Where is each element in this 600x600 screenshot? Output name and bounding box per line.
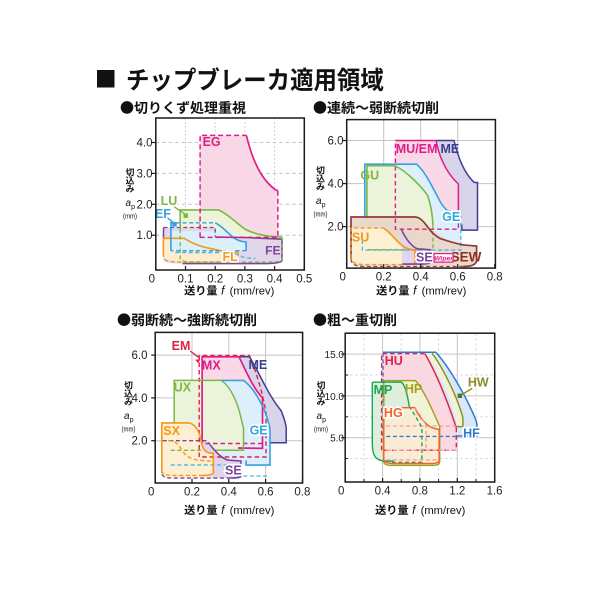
svg-text:(mm/rev): (mm/rev): [422, 286, 467, 298]
svg-text:f: f: [412, 503, 417, 517]
svg-text:0.3: 0.3: [237, 274, 253, 286]
svg-text:4.0: 4.0: [132, 393, 148, 405]
svg-text:0.2: 0.2: [376, 272, 392, 284]
svg-text:f: f: [221, 284, 226, 298]
svg-text:SEW: SEW: [451, 250, 482, 265]
svg-text:0.4: 0.4: [221, 487, 238, 499]
svg-text:0: 0: [148, 487, 154, 499]
svg-text:10.0: 10.0: [325, 392, 345, 403]
svg-text:0.4: 0.4: [413, 272, 430, 284]
svg-text:EM: EM: [172, 339, 191, 353]
svg-text:(mm): (mm): [314, 211, 328, 219]
svg-text:Wiper: Wiper: [434, 255, 453, 262]
svg-text:MX: MX: [202, 359, 221, 373]
svg-text:0.4: 0.4: [375, 486, 392, 498]
svg-text:UX: UX: [174, 381, 192, 395]
svg-text:(mm/rev): (mm/rev): [230, 505, 275, 517]
svg-text:6.0: 6.0: [328, 136, 344, 148]
svg-text:1.2: 1.2: [449, 486, 465, 498]
svg-text:ap: ap: [124, 411, 134, 424]
svg-text:0.5: 0.5: [296, 274, 312, 286]
svg-text:f: f: [413, 284, 418, 298]
svg-text:(mm/rev): (mm/rev): [230, 286, 275, 298]
svg-text:ME: ME: [441, 142, 460, 156]
svg-text:0: 0: [339, 272, 345, 284]
svg-text:LU: LU: [161, 194, 178, 208]
svg-text:0.8: 0.8: [487, 272, 503, 284]
svg-text:GU: GU: [360, 168, 379, 182]
svg-text:0.2: 0.2: [184, 487, 200, 499]
svg-text:ap: ap: [126, 198, 136, 211]
svg-text:EF: EF: [155, 207, 171, 221]
svg-text:0.8: 0.8: [412, 486, 428, 498]
svg-text:(mm): (mm): [314, 426, 328, 434]
svg-text:SE: SE: [225, 463, 242, 477]
svg-text:6.0: 6.0: [132, 350, 148, 362]
svg-text:SX: SX: [163, 424, 180, 438]
svg-text:0.1: 0.1: [178, 274, 194, 286]
svg-text:0.6: 0.6: [450, 272, 466, 284]
svg-text:0: 0: [338, 486, 344, 498]
svg-text:ME: ME: [249, 358, 268, 372]
svg-text:ap: ap: [316, 196, 326, 209]
svg-text:EG: EG: [203, 135, 221, 149]
svg-text:GE: GE: [442, 210, 460, 224]
svg-text:0.8: 0.8: [294, 487, 310, 499]
svg-text:0.2: 0.2: [207, 274, 223, 286]
svg-text:(mm/rev): (mm/rev): [421, 505, 466, 517]
svg-text:4.0: 4.0: [328, 179, 344, 191]
svg-text:2.0: 2.0: [137, 199, 153, 211]
svg-text:1.0: 1.0: [137, 230, 153, 242]
svg-text:4.0: 4.0: [137, 138, 153, 150]
svg-text:1.6: 1.6: [487, 486, 503, 498]
svg-text:5.0: 5.0: [330, 434, 344, 445]
svg-text:HU: HU: [385, 354, 403, 368]
svg-text:HW: HW: [468, 376, 489, 390]
svg-text:2.0: 2.0: [132, 436, 148, 448]
svg-text:GE: GE: [250, 423, 268, 437]
svg-text:FE: FE: [265, 243, 280, 257]
svg-text:f: f: [221, 503, 226, 517]
svg-text:HG: HG: [384, 406, 403, 420]
svg-text:MU/EM: MU/EM: [396, 142, 438, 156]
svg-text:HP: HP: [405, 382, 422, 396]
svg-text:SE: SE: [416, 251, 433, 265]
svg-text:0.6: 0.6: [258, 487, 274, 499]
svg-text:MP: MP: [374, 383, 393, 397]
svg-text:(mm): (mm): [123, 213, 137, 221]
svg-text:ap: ap: [317, 411, 327, 424]
svg-text:0.4: 0.4: [267, 274, 284, 286]
svg-text:HF: HF: [463, 426, 480, 440]
svg-text:0: 0: [149, 274, 155, 286]
svg-text:2.0: 2.0: [328, 222, 344, 234]
svg-text:15.0: 15.0: [325, 350, 345, 361]
svg-text:3.0: 3.0: [137, 168, 153, 180]
svg-text:SU: SU: [352, 230, 369, 244]
svg-text:(mm): (mm): [122, 426, 136, 434]
svg-text:FL: FL: [222, 250, 238, 264]
